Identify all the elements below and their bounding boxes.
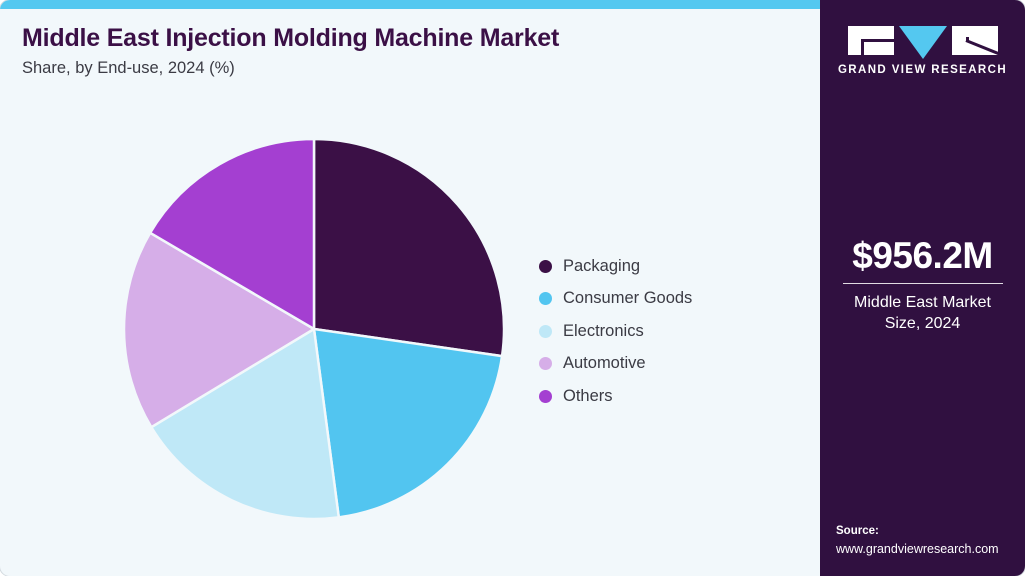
logo-marks (820, 26, 1025, 59)
cyan-triangle-icon (898, 26, 947, 59)
title-block: Middle East Injection Molding Machine Ma… (22, 24, 782, 79)
pie-chart-svg (124, 139, 504, 519)
legend-item-automotive[interactable]: Automotive (539, 348, 789, 381)
legend-item-packaging[interactable]: Packaging (539, 250, 789, 283)
source-url[interactable]: www.grandviewresearch.com (836, 541, 999, 556)
pie-slice-packaging (312, 139, 504, 358)
pie-slice-automotive (124, 231, 317, 429)
legend-item-electronics[interactable]: Electronics (539, 315, 789, 348)
legend-swatch-icon (539, 389, 552, 403)
logo-wordmark: GRAND VIEW RESEARCH (837, 64, 1008, 76)
legend-swatch-icon (539, 259, 552, 273)
chart-panel: Middle East Injection Molding Machine Ma… (22, 24, 789, 519)
chart-legend: Packaging Consumer Goods Electronics Automo… (539, 250, 789, 413)
market-size-stat: $956.2M Middle East Market Size, 2024 (820, 235, 1025, 335)
stat-value: $956.2M (852, 235, 993, 276)
source-label: Source: (836, 525, 879, 538)
stat-caption-line1: Middle East Market (854, 293, 991, 311)
legend-swatch-icon (539, 324, 552, 338)
pie-chart (124, 139, 504, 519)
legend-label: Electronics (563, 321, 644, 340)
legend-item-others[interactable]: Others (539, 380, 789, 413)
page-subtitle: Share, by End-use, 2024 (%) (22, 58, 235, 77)
g-block-icon (847, 26, 894, 55)
legend-label: Automotive (563, 354, 646, 373)
top-accent-bar (0, 0, 820, 9)
sidebar-panel: GRAND VIEW RESEARCH $956.2M Middle East … (820, 0, 1025, 576)
page-title: Middle East Injection Molding Machine Ma… (22, 24, 560, 52)
pie-slice-consumer-goods (312, 327, 504, 519)
source-block: Source: www.grandviewresearch.com (836, 523, 1021, 558)
pie-slice-others (148, 139, 316, 332)
stat-caption: Middle East Market Size, 2024 (820, 292, 1025, 335)
pie-slice-group (124, 139, 504, 519)
legend-label: Consumer Goods (563, 289, 693, 308)
legend-label: Others (563, 386, 613, 405)
brand-logo: GRAND VIEW RESEARCH (820, 26, 1025, 76)
legend-swatch-icon (539, 292, 552, 306)
r-block-icon (951, 26, 998, 55)
pie-slice-electronics (149, 326, 341, 519)
stat-caption-line2: Size, 2024 (884, 315, 961, 333)
legend-item-consumer-goods[interactable]: Consumer Goods (539, 283, 789, 316)
legend-swatch-icon (539, 357, 552, 371)
stat-divider (842, 282, 1003, 284)
legend-label: Packaging (563, 256, 641, 275)
